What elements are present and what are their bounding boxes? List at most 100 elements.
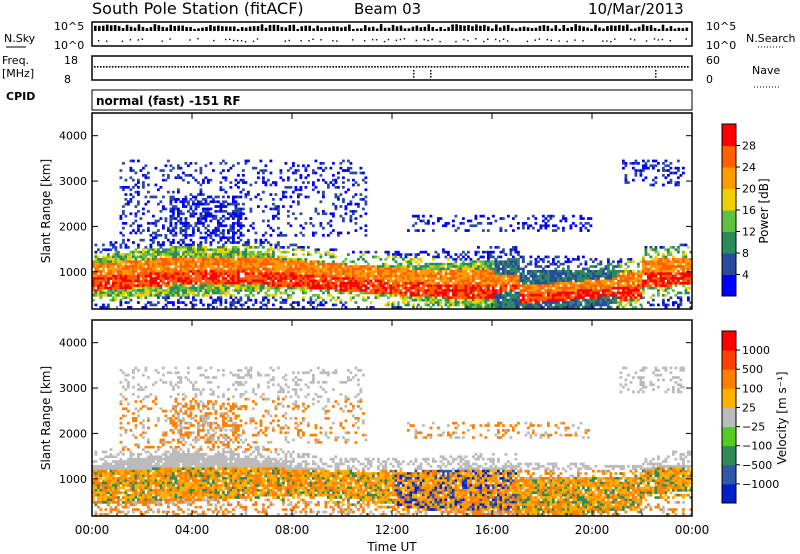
heat-cell bbox=[264, 294, 268, 297]
nsky-bar bbox=[276, 24, 280, 31]
nsky-bar bbox=[324, 27, 327, 31]
heat-cell bbox=[552, 229, 555, 232]
heat-cell bbox=[259, 272, 263, 276]
heat-cell bbox=[234, 200, 238, 204]
heat-cell bbox=[132, 265, 135, 268]
heat-cell bbox=[547, 274, 550, 278]
heat-cell bbox=[122, 265, 125, 268]
heat-cell bbox=[364, 277, 368, 280]
heat-cell bbox=[182, 284, 185, 288]
heat-cell bbox=[297, 279, 300, 283]
heat-cell bbox=[247, 258, 250, 261]
heat-cell bbox=[402, 296, 405, 300]
heat-cell bbox=[329, 212, 333, 216]
heat-cell bbox=[209, 270, 213, 273]
heat-cell bbox=[259, 243, 263, 247]
heat-cell bbox=[112, 272, 115, 276]
heat-cell bbox=[127, 291, 130, 295]
heat-cell bbox=[489, 298, 493, 302]
heat-cell bbox=[149, 260, 153, 264]
heat-cell bbox=[192, 250, 195, 254]
heat-cell bbox=[332, 212, 335, 216]
heat-cell bbox=[234, 246, 238, 249]
heat-cell bbox=[212, 253, 215, 256]
heat-cell bbox=[294, 274, 298, 278]
heat-cell bbox=[412, 214, 415, 218]
heat-cell bbox=[192, 267, 195, 271]
heat-cell bbox=[172, 205, 175, 208]
heat-cell bbox=[222, 274, 225, 278]
heat-cell bbox=[167, 255, 170, 259]
heat-cell bbox=[347, 166, 350, 170]
heat-cell bbox=[107, 272, 110, 276]
heat-cell bbox=[529, 298, 533, 302]
heat-cell bbox=[237, 270, 240, 273]
heat-cell bbox=[194, 303, 198, 307]
heat-cell bbox=[227, 272, 230, 276]
heat-cell bbox=[387, 291, 390, 295]
heat-cell bbox=[124, 296, 128, 300]
heat-cell bbox=[167, 282, 170, 285]
heat-cell bbox=[119, 231, 123, 235]
heat-cell bbox=[512, 258, 515, 261]
heat-cell bbox=[237, 298, 240, 302]
heat-cell bbox=[142, 248, 145, 252]
heat-cell bbox=[254, 253, 258, 256]
freq-dot bbox=[284, 66, 287, 68]
heat-cell bbox=[272, 267, 275, 271]
nsky-bar bbox=[518, 27, 522, 31]
heat-cell bbox=[249, 282, 253, 285]
heat-cell bbox=[187, 174, 190, 177]
heat-cell bbox=[214, 234, 218, 237]
heat-cell bbox=[222, 284, 225, 288]
heat-cell bbox=[167, 267, 170, 271]
heat-cell bbox=[264, 267, 268, 271]
heat-cell bbox=[462, 298, 465, 302]
heat-cell bbox=[352, 270, 355, 273]
heat-cell bbox=[412, 294, 415, 297]
heat-cell bbox=[299, 231, 303, 235]
heat-cell bbox=[292, 291, 295, 295]
heat-cell bbox=[572, 291, 575, 295]
heat-cell bbox=[194, 253, 198, 256]
heat-cell bbox=[127, 279, 130, 283]
heat-cell bbox=[259, 198, 263, 201]
heat-cell bbox=[192, 306, 195, 309]
heat-cell bbox=[492, 306, 495, 309]
heat-cell bbox=[469, 286, 473, 290]
freq-dot bbox=[180, 66, 183, 68]
heat-cell bbox=[427, 303, 430, 307]
heat-cell bbox=[357, 265, 360, 268]
heat-cell bbox=[252, 277, 255, 280]
heat-cell bbox=[377, 270, 380, 273]
heat-cell bbox=[194, 286, 198, 290]
heat-cell bbox=[184, 294, 188, 297]
heat-cell bbox=[182, 238, 185, 242]
heat-cell bbox=[487, 286, 490, 290]
heat-cell bbox=[324, 262, 328, 266]
heat-cell bbox=[552, 279, 555, 283]
heat-cell bbox=[197, 284, 200, 288]
heat-cell bbox=[212, 250, 215, 254]
heat-cell bbox=[539, 226, 543, 230]
heat-cell bbox=[194, 274, 198, 278]
heat-cell bbox=[237, 210, 240, 213]
heat-cell bbox=[149, 195, 153, 199]
nsky-bar bbox=[359, 28, 363, 31]
heat-cell bbox=[214, 250, 218, 254]
heat-cell bbox=[102, 303, 105, 307]
heat-cell bbox=[144, 174, 148, 177]
heat-cell bbox=[152, 267, 155, 271]
heat-cell bbox=[242, 174, 245, 177]
heat-cell bbox=[454, 260, 458, 264]
heat-cell bbox=[404, 267, 408, 271]
heat-cell bbox=[202, 236, 205, 240]
heat-cell bbox=[202, 260, 205, 264]
heat-cell bbox=[179, 262, 183, 266]
heat-cell bbox=[282, 205, 285, 208]
heat-cell bbox=[427, 274, 430, 278]
heat-cell bbox=[102, 286, 105, 290]
heat-cell bbox=[122, 258, 125, 261]
heat-cell bbox=[349, 267, 353, 271]
heat-cell bbox=[254, 166, 258, 170]
